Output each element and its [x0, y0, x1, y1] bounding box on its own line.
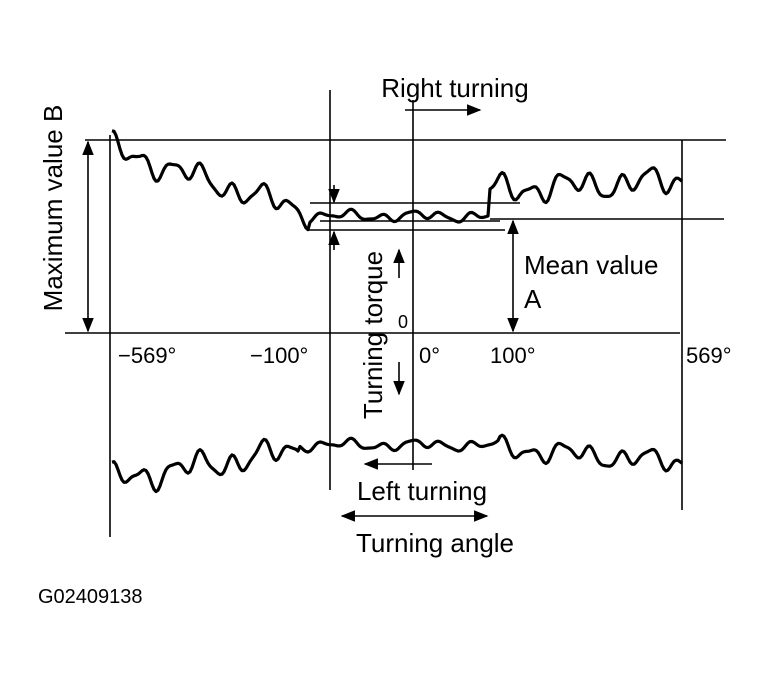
- mean-value-letter: A: [524, 284, 542, 314]
- angle-label: 0°: [419, 343, 440, 368]
- zero-label: 0: [398, 312, 408, 332]
- mean-value-label: Mean value: [524, 250, 658, 280]
- arrows: [82, 104, 519, 522]
- torque-wave-left: [111, 433, 683, 494]
- turning-torque-label: Turning torque: [358, 251, 388, 419]
- left-turning-label: Left turning: [357, 476, 487, 506]
- right-turning-label: Right turning: [381, 73, 528, 103]
- angle-label: 100°: [490, 343, 536, 368]
- angle-label: 569°: [686, 343, 732, 368]
- maximum-value-label: Maximum value B: [38, 105, 68, 312]
- torque-wave-right: [111, 129, 683, 232]
- turning-angle-label: Turning angle: [356, 528, 514, 558]
- angle-label: −569°: [118, 343, 176, 368]
- frame-lines: [65, 90, 726, 537]
- figure-id: G02409138: [38, 586, 143, 608]
- angle-label: −100°: [250, 343, 308, 368]
